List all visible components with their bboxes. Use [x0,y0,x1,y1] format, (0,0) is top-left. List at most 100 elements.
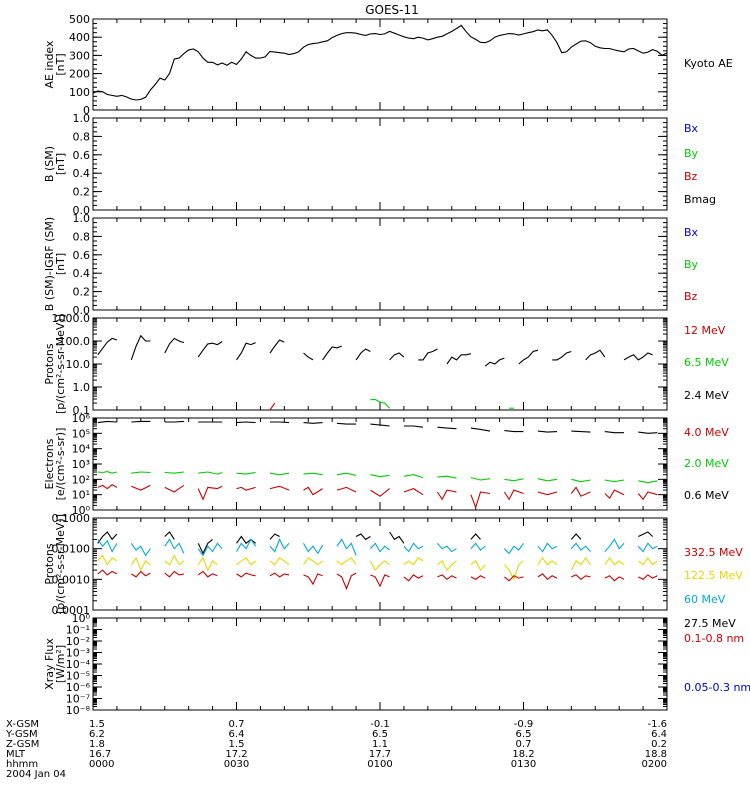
series-line-2-0-mev [604,479,625,483]
y-axis-label: Protons [43,543,56,584]
series-line-60-mev [197,542,223,557]
series-line-332-5-mev [470,575,486,580]
series-line-122-5-mev [437,560,457,572]
series-line-2-0-mev [370,474,390,478]
series-line-2-4-mev [303,352,314,361]
panel-protons_high: 0.0001 0.0010 0.0100 0.1000 Protons[p/(cm²-s… [43,512,743,630]
series-line-122-5-mev [197,556,218,572]
time-axis-value: 1.5 [89,719,105,730]
series-line-2-0-mev [571,478,591,483]
y-tick-label: 10³ [72,458,90,471]
time-axis-value: 0.2 [651,739,667,750]
y-tick-label: 1.0 [73,381,91,394]
time-axis-value: -0.1 [370,719,390,730]
series-line-2-4-mev [446,353,472,365]
y-tick-label: 10⁻⁸ [66,704,91,717]
y-tick-label: 0.2 [73,286,91,299]
series-line-4-0-mev [503,489,524,501]
series-line-4-0-mev [97,484,118,490]
y-tick-label: 0.4 [73,267,91,280]
y-tick-label: 200 [69,68,90,81]
y-tick-label: 0.0001 [52,604,91,617]
series-line-60-mev [604,538,625,552]
series-line-332-5-mev [269,572,290,578]
panel-frame [92,617,668,711]
time-axis-value: 1.8 [89,739,105,750]
y-axis-label: Xray Flux [43,638,56,690]
series-line-60-mev [269,538,290,553]
series-line-60-mev [537,542,558,553]
legend-label: 4.0 MeV [684,426,729,439]
series-line-4-0-mev [336,486,357,493]
series-line-332-5-mev [370,574,390,588]
series-line-332-5-mev [236,572,256,578]
y-tick-label: 1.0 [73,112,91,125]
series-line-2-4-mev [269,339,285,354]
time-axis-value: 17.7 [369,749,391,760]
y-tick-label: 10⁻⁵ [66,670,90,683]
series-line-0-6-mev [370,423,390,427]
series-line-0-6-mev [303,422,323,424]
series-line-122-5-mev [637,556,658,566]
series-line-12-mev [269,402,276,411]
time-axis-row-label: hhmm [6,759,38,770]
series-line-60-mev [97,539,118,553]
series-line-122-5-mev [604,556,625,566]
series-line-2-4-mev [130,334,151,361]
series-line-332-5-mev [604,575,625,582]
series-line-27-5-mev [355,533,371,541]
time-axis-value: 0030 [224,759,249,770]
series-line-2-4-mev [552,350,572,361]
legend-label: Bx [684,122,699,135]
panel-frame [92,117,668,211]
y-tick-label: 500 [69,13,90,26]
y-tick-label: 1.0 [73,212,91,225]
series-line-4-0-mev [303,486,323,496]
time-axis-value: 0200 [642,759,667,770]
time-axis-value: 16.7 [89,749,111,760]
series-line-60-mev [369,542,390,553]
time-axis-value: 6.2 [89,729,105,740]
series-line-4-0-mev [164,484,185,493]
series-line-0-6-mev [236,421,256,424]
time-axis-value: 6.5 [516,729,532,740]
series-line-2-0-mev [198,471,223,475]
panel-electrons: 10⁰ 10¹ 10² 10³ 10⁴ 10⁵ 10⁶ Electrons[e/(cm²-s-… [43,412,729,517]
series-line-2-4-mev [585,349,606,361]
series-line-4-0-mev [370,488,390,497]
y-axis-label: B (SM) [43,146,56,182]
y-tick-label: 0.8 [73,230,91,243]
series-line-4-0-mev [637,491,658,501]
series-line-2-0-mev [131,471,151,474]
y-tick-label: 0.4 [73,167,91,180]
y-tick-label: 10⁰ [72,612,91,625]
series-line-2-0-mev [269,472,290,476]
legend-label: By [684,147,699,160]
series-line-0-6-mev [97,420,117,424]
y-axis-label: [nT] [54,253,67,275]
y-tick-label: 400 [69,31,90,44]
legend-label: 27.5 MeV [684,617,736,630]
time-axis-value: 0.7 [516,739,532,750]
panel-protons_low: 0.1 1.0 10.0 100.0 1000.0 Protons[p/(cm²-s-sr… [43,312,729,417]
y-axis-label: [nT] [54,53,67,75]
series-line-0-6-mev [571,430,591,433]
series-line-27-5-mev [470,533,481,540]
y-axis-label: Electrons [43,438,56,489]
series-line-27-5-mev [570,533,582,540]
y-tick-label: 10⁻¹ [66,624,90,637]
series-line-60-mev [403,542,424,553]
series-line-332-5-mev [97,569,118,576]
time-axis-value: -1.6 [647,719,667,730]
time-axis-value: 0.7 [229,719,245,730]
legend-label: 6.5 MeV [684,356,729,369]
y-tick-label: 10⁻⁴ [66,658,91,671]
y-tick-label: 10² [72,473,90,486]
y-axis-label: [p/(cm²-s-sr-MeV)] [54,314,67,414]
y-axis-label: [p/(cm²-s-sr-MeV)] [54,514,67,614]
series-line-332-5-mev [638,574,658,580]
series-line-0-6-mev [164,420,184,423]
series-line-2-0-mev [470,477,491,481]
series-line-2-4-mev [518,349,539,365]
